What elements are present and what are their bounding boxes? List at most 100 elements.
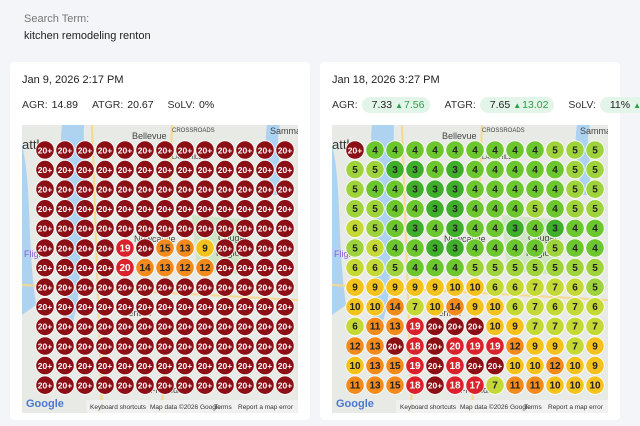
- rank-pin: [235, 356, 255, 376]
- rank-pin: [175, 238, 195, 258]
- map-label: Bellevue: [442, 131, 477, 141]
- rank-label: 20+: [218, 283, 232, 293]
- rank-pin: [115, 238, 135, 258]
- rank-pin: [215, 238, 235, 258]
- rank-pin: [95, 258, 115, 278]
- rank-label: 5: [352, 204, 358, 215]
- rank-label: 20+: [178, 145, 192, 155]
- rank-pin: [215, 199, 235, 219]
- rank-pin: [425, 238, 445, 258]
- rank-pin: [525, 336, 545, 356]
- rank-label: 5: [392, 263, 398, 274]
- rank-pin: [585, 336, 605, 356]
- rank-label: 20+: [278, 263, 292, 273]
- rank-label: 13: [369, 341, 381, 352]
- rank-label: 10: [529, 361, 541, 372]
- rank-label: 5: [592, 283, 598, 294]
- google-logo: Google: [336, 398, 374, 410]
- rank-label: 20+: [78, 381, 92, 391]
- rank-pin: [525, 258, 545, 278]
- metric: ATGR: 20.67: [92, 99, 154, 111]
- rank-pin: [525, 238, 545, 258]
- rank-label: 4: [512, 165, 518, 176]
- rank-label: 12: [199, 263, 211, 274]
- rank-pin: [175, 179, 195, 199]
- rank-label: 4: [432, 263, 438, 274]
- rank-pin: [385, 316, 405, 336]
- rank-pin: [585, 356, 605, 376]
- rank-pin: [275, 218, 295, 239]
- rank-pin: [545, 199, 565, 219]
- rank-pin: [565, 336, 585, 356]
- rank-pin: [75, 179, 95, 199]
- map-footer-link: Keyboard shortcuts: [400, 404, 457, 411]
- rank-pin: [565, 375, 585, 395]
- rank-label: 20+: [98, 302, 112, 312]
- rank-label: 20+: [238, 185, 252, 195]
- rank-label: 20+: [138, 204, 152, 214]
- rank-label: 20+: [118, 322, 132, 332]
- rank-pin: [175, 140, 195, 160]
- rank-label: 20+: [258, 283, 272, 293]
- rank-label: 3: [452, 243, 458, 254]
- rank-label: 20+: [138, 302, 152, 312]
- rank-pin: [405, 356, 425, 376]
- rank-label: 20+: [98, 341, 112, 351]
- rank-label: 3: [432, 185, 438, 196]
- rank-label: 12: [549, 361, 561, 372]
- rank-pin: [35, 336, 55, 356]
- rank-pin: [35, 356, 55, 376]
- rank-label: 9: [392, 283, 398, 294]
- rank-label: 20+: [58, 204, 72, 214]
- rank-label: 20+: [178, 322, 192, 332]
- rank-pin: [95, 375, 115, 395]
- rank-label: 3: [392, 165, 398, 176]
- rank-pin: [235, 316, 255, 336]
- map-label: Newcastle: [444, 234, 486, 244]
- rank-pin: [485, 238, 505, 258]
- rank-pin: [365, 336, 385, 356]
- rank-pin: [385, 238, 405, 258]
- rank-pin: [505, 159, 525, 180]
- rank-label: 20+: [78, 185, 92, 195]
- rank-pin: [255, 199, 275, 219]
- rank-pin: [115, 297, 135, 317]
- rank-pin: [445, 277, 465, 297]
- map-label: CROSSROADS: [172, 128, 215, 134]
- rank-label: 5: [372, 165, 378, 176]
- rank-label: 20+: [38, 145, 52, 155]
- rank-pin: [525, 277, 545, 297]
- rank-label: 4: [432, 224, 438, 235]
- rank-label: 20+: [38, 165, 52, 175]
- rank-label: 4: [392, 145, 398, 156]
- rank-pin: [505, 199, 525, 219]
- rank-label: 4: [412, 204, 418, 215]
- rank-label: 20+: [178, 165, 192, 175]
- rank-label: 20+: [98, 185, 112, 195]
- rank-pin: [425, 277, 445, 297]
- rank-pin: [275, 238, 295, 258]
- rank-pin: [525, 199, 545, 219]
- rank-pin: [445, 258, 465, 278]
- rank-label: 20+: [98, 361, 112, 371]
- rank-pin: [75, 356, 95, 376]
- metric-name: SoLV:: [568, 99, 596, 111]
- rank-pin: [75, 336, 95, 356]
- rank-pin: [155, 258, 175, 278]
- rank-pin: [175, 199, 195, 219]
- rank-pin: [545, 159, 565, 180]
- google-logo: Google: [26, 398, 64, 410]
- rank-pin: [465, 238, 485, 258]
- rank-label: 5: [592, 204, 598, 215]
- rank-label: 4: [452, 145, 458, 156]
- rank-label: 20+: [428, 341, 442, 351]
- rank-pin: [275, 277, 295, 297]
- rank-label: 20+: [138, 243, 152, 253]
- rank-label: 20+: [198, 185, 212, 195]
- rank-label: 12: [349, 341, 361, 352]
- rank-label: 20+: [58, 185, 72, 195]
- rank-pin: [135, 179, 155, 199]
- rank-pin: [275, 140, 295, 160]
- rank-pin: [35, 258, 55, 278]
